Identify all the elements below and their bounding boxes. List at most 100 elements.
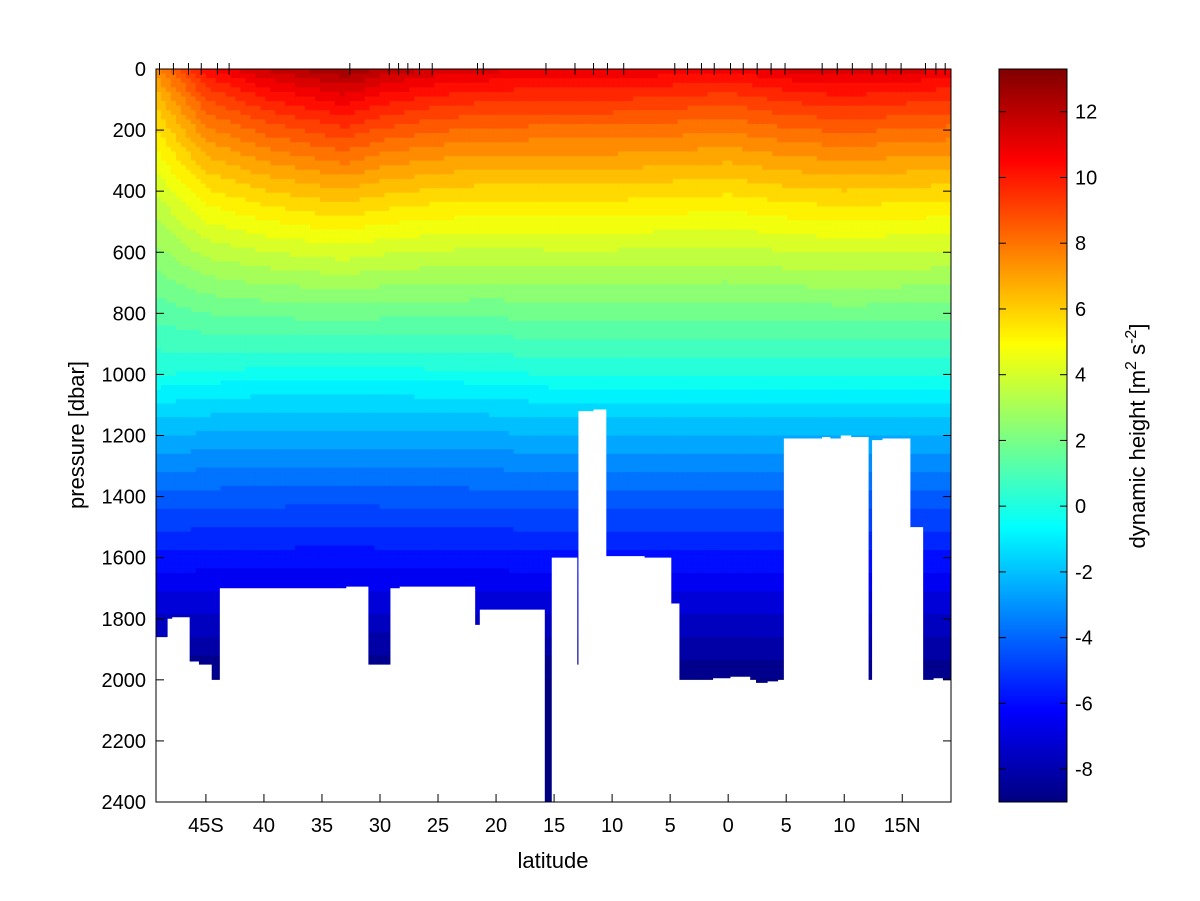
field-cell (225, 78, 232, 84)
field-cell (195, 554, 202, 560)
field-cell (170, 142, 177, 148)
field-cell (260, 536, 266, 542)
field-cell (230, 412, 237, 418)
field-cell (200, 623, 207, 629)
field-cell (195, 229, 202, 235)
field-cell (175, 348, 182, 354)
field-cell (190, 197, 197, 203)
field-cell (300, 311, 306, 317)
field-cell (195, 238, 202, 244)
field-cell (300, 224, 306, 230)
field-cell (200, 288, 207, 295)
field-cell (295, 545, 301, 551)
field-cell (260, 206, 266, 212)
field-cell (215, 188, 222, 194)
field-cell (185, 559, 192, 565)
field-cell (200, 302, 207, 308)
field-cell (160, 105, 167, 111)
field-cell (190, 440, 197, 446)
field-cell (215, 238, 222, 244)
field-cell (180, 609, 187, 615)
field-cell (156, 421, 162, 427)
field-cell (225, 362, 232, 368)
field-cell (300, 133, 306, 139)
field-cell (185, 412, 192, 418)
field-cell (275, 137, 281, 143)
field-cell (190, 559, 197, 565)
field-cell (170, 183, 177, 189)
field-cell (235, 123, 242, 130)
field-cell (180, 343, 187, 350)
field-cell (195, 417, 202, 423)
field-cell (230, 101, 237, 107)
field-cell (185, 243, 192, 249)
field-cell (280, 513, 286, 519)
field-cell (160, 485, 167, 492)
field-cell (230, 73, 237, 79)
field-cell (245, 440, 252, 446)
field-cell (180, 201, 187, 208)
field-cell (180, 568, 187, 574)
field-cell (300, 577, 306, 583)
field-cell (270, 481, 276, 487)
field-cell (270, 444, 276, 450)
field-cell (156, 444, 162, 450)
field-cell (275, 453, 281, 459)
field-cell (270, 311, 276, 317)
field-cell (190, 618, 197, 624)
field-cell (240, 453, 247, 459)
field-cell (225, 174, 232, 180)
field-cell (250, 243, 256, 249)
field-cell (275, 243, 281, 249)
field-cell (245, 137, 252, 143)
field-cell (245, 380, 252, 386)
field-cell (230, 188, 237, 194)
field-cell (165, 499, 172, 505)
field-cell (255, 298, 261, 304)
field-cell (210, 495, 217, 501)
field-cell (270, 375, 276, 382)
field-cell (255, 142, 261, 148)
field-cell (270, 156, 276, 162)
field-cell (220, 339, 227, 345)
field-cell (180, 449, 187, 455)
field-cell (255, 513, 261, 519)
field-cell (285, 133, 291, 139)
field-cell (195, 595, 202, 602)
field-cell (210, 375, 217, 382)
field-cell (215, 211, 222, 217)
field-cell (160, 91, 167, 98)
field-cell (205, 572, 212, 579)
field-cell (305, 311, 311, 317)
field-cell (280, 462, 286, 469)
field-cell (220, 270, 227, 276)
field-cell (300, 389, 306, 395)
field-cell (245, 577, 252, 583)
field-cell (156, 586, 162, 592)
field-cell (225, 279, 232, 285)
field-cell (270, 531, 276, 537)
field-cell (170, 73, 177, 79)
field-cell (230, 265, 237, 272)
field-cell (235, 531, 242, 537)
field-cell (165, 375, 172, 382)
field-cell (240, 320, 247, 327)
field-cell (215, 440, 222, 446)
field-cell (240, 527, 247, 533)
field-cell (245, 142, 252, 148)
field-cell (200, 174, 207, 180)
field-cell (170, 110, 177, 116)
field-cell (270, 398, 276, 405)
field-cell (170, 284, 177, 290)
field-cell (240, 389, 247, 395)
field-cell (160, 632, 167, 638)
field-cell (265, 508, 271, 514)
field-cell (220, 261, 227, 267)
field-cell (180, 137, 187, 143)
field-cell (290, 137, 296, 143)
field-cell (260, 499, 266, 505)
field-cell (290, 275, 296, 281)
field-cell (175, 366, 182, 372)
field-cell (300, 504, 306, 510)
field-cell (290, 481, 296, 487)
